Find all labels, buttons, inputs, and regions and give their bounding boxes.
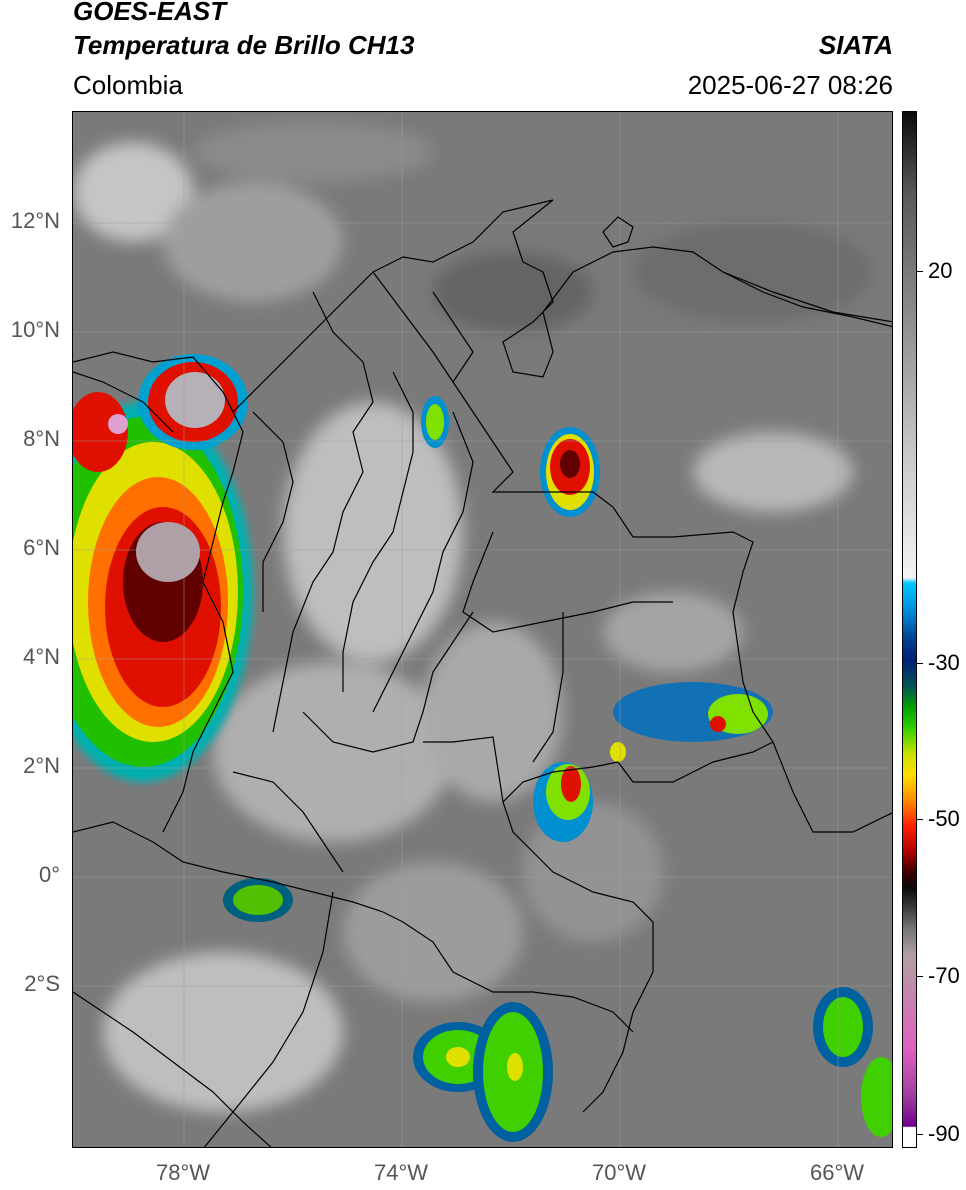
colorbar-tick-minus30 xyxy=(917,663,923,664)
storm-cell-amazon-north xyxy=(533,742,626,842)
pacific-coastline xyxy=(73,351,244,833)
colorbar-label-20: 20 xyxy=(928,258,953,283)
peru-inner-border xyxy=(203,891,334,1147)
interior-dept-9 xyxy=(432,291,474,383)
island-outline xyxy=(602,216,634,248)
lat-label-4n: 4°N xyxy=(23,644,60,669)
interior-dept-5 xyxy=(302,611,474,753)
light-cloud-texture xyxy=(73,122,873,1112)
lon-label-70w: 70°W xyxy=(591,1160,647,1185)
caribbean-coastline xyxy=(232,199,892,413)
interior-dept-7 xyxy=(532,612,564,763)
colorbar-label-minus70: -70 xyxy=(928,963,960,988)
lon-label-78w: 78°W xyxy=(155,1160,211,1185)
satellite-map xyxy=(72,111,893,1148)
product-satellite-title: GOES-EAST xyxy=(73,0,227,26)
colorbar-tick-minus70 xyxy=(917,976,923,977)
region-label: Colombia xyxy=(73,70,183,100)
interior-dept-6 xyxy=(232,771,344,873)
storm-cell-orinoquia xyxy=(613,682,773,742)
lon-label-74w: 74°W xyxy=(373,1160,429,1185)
datetime-label: 2025-06-27 08:26 xyxy=(687,70,893,100)
colombia-ecuador-peru-border xyxy=(73,821,634,1033)
storm-cell-ecuador xyxy=(223,878,293,922)
product-variable-title: Temperatura de Brillo CH13 xyxy=(73,30,415,60)
lat-label-0: 0° xyxy=(38,862,60,887)
colorbar-label-minus30: -30 xyxy=(928,650,960,675)
interior-dept-3 xyxy=(372,411,474,713)
ecuador-peru-border xyxy=(73,991,272,1147)
panama-border xyxy=(73,371,174,433)
venezuela-coastline-east xyxy=(722,271,892,323)
amazon-border xyxy=(423,736,654,1113)
storm-cell-amazon-south xyxy=(413,1002,553,1142)
interior-dept-4 xyxy=(462,531,673,633)
colorbar-label-minus50: -50 xyxy=(928,806,960,831)
storm-cell-east xyxy=(813,987,892,1137)
borders xyxy=(73,199,892,1147)
lat-label-6n: 6°N xyxy=(23,535,60,560)
lat-label-2s: 2°S xyxy=(24,971,60,996)
colombia-brazil-border xyxy=(502,741,774,803)
storm-cell-choco xyxy=(138,354,248,450)
graticule xyxy=(73,112,892,1147)
interior-dept-8 xyxy=(252,411,294,612)
colorbar-tick-minus90 xyxy=(917,1134,923,1135)
interior-dept-2 xyxy=(342,371,414,692)
storm-cell-venezuela xyxy=(540,427,600,517)
interior-dept-1 xyxy=(272,291,374,733)
lon-label-66w: 66°W xyxy=(809,1160,865,1185)
storm-cell-pacific xyxy=(73,392,253,782)
lat-label-2n: 2°N xyxy=(23,753,60,778)
colorbar-tick-20 xyxy=(917,271,923,272)
colombia-venezuela-border xyxy=(372,271,892,833)
colorbar-tick-minus50 xyxy=(917,819,923,820)
temperature-colorbar xyxy=(902,111,917,1148)
lat-label-12n: 12°N xyxy=(10,208,60,233)
source-label: SIATA xyxy=(818,30,893,60)
colorbar-label-minus90: -90 xyxy=(928,1121,960,1146)
storm-cells xyxy=(73,354,892,1142)
lat-label-8n: 8°N xyxy=(23,426,60,451)
lat-label-10n: 10°N xyxy=(10,317,60,342)
storm-cell-magdalena xyxy=(421,396,449,448)
